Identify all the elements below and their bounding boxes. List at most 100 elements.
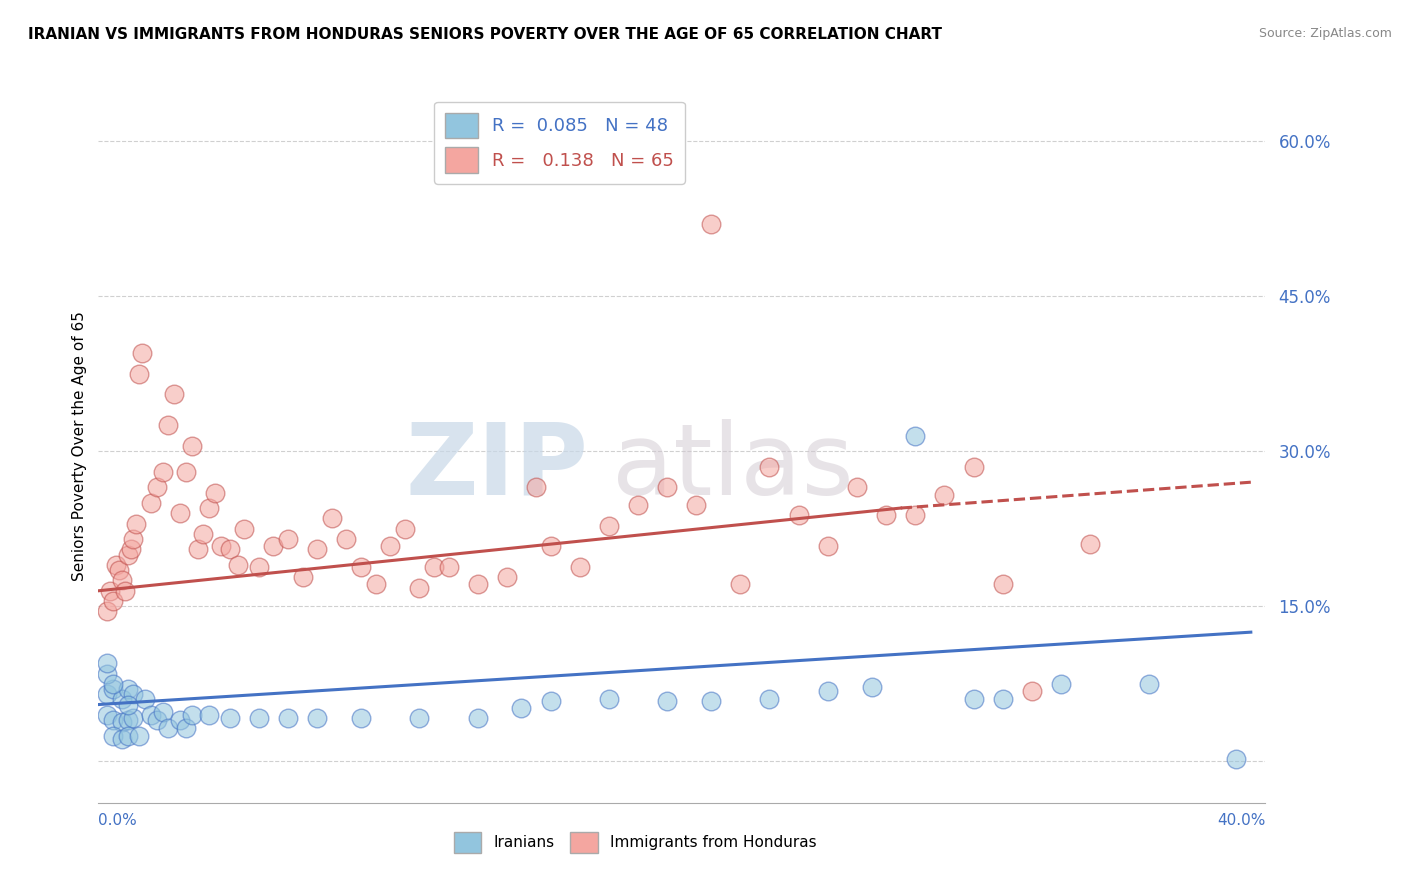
Point <box>122 711 145 725</box>
Point <box>193 527 215 541</box>
Point <box>627 498 650 512</box>
Point <box>335 532 357 546</box>
Point <box>598 692 620 706</box>
Point <box>169 506 191 520</box>
Point <box>96 707 118 722</box>
Point <box>408 711 430 725</box>
Point <box>1050 677 1073 691</box>
Point <box>700 217 723 231</box>
Text: atlas: atlas <box>612 419 853 516</box>
Point <box>307 542 329 557</box>
Point <box>758 692 780 706</box>
Point <box>228 558 250 572</box>
Point <box>247 711 270 725</box>
Point <box>218 542 240 557</box>
Point <box>111 574 134 588</box>
Point <box>128 729 150 743</box>
Point <box>98 583 121 598</box>
Text: IRANIAN VS IMMIGRANTS FROM HONDURAS SENIORS POVERTY OVER THE AGE OF 65 CORRELATI: IRANIAN VS IMMIGRANTS FROM HONDURAS SENI… <box>28 27 942 42</box>
Text: ZIP: ZIP <box>406 419 589 516</box>
Point <box>169 713 191 727</box>
Point <box>467 711 489 725</box>
Point <box>962 459 984 474</box>
Point <box>817 684 839 698</box>
Point <box>685 498 707 512</box>
Point <box>1137 677 1160 691</box>
Point <box>730 576 752 591</box>
Point <box>96 605 118 619</box>
Point <box>657 694 679 708</box>
Point <box>437 560 460 574</box>
Point <box>117 698 139 712</box>
Point <box>991 692 1014 706</box>
Point <box>860 680 883 694</box>
Point <box>111 715 134 730</box>
Point <box>904 428 927 442</box>
Point <box>904 508 927 523</box>
Point <box>120 542 142 557</box>
Point <box>117 681 139 696</box>
Point <box>198 501 221 516</box>
Point <box>934 487 956 501</box>
Point <box>321 511 343 525</box>
Point <box>218 711 240 725</box>
Point <box>152 705 174 719</box>
Point <box>122 532 145 546</box>
Point <box>350 711 373 725</box>
Point <box>496 570 519 584</box>
Point <box>96 666 118 681</box>
Point <box>117 548 139 562</box>
Point <box>233 522 256 536</box>
Point <box>157 418 180 433</box>
Point <box>962 692 984 706</box>
Point <box>700 694 723 708</box>
Point <box>101 594 124 608</box>
Point <box>139 496 162 510</box>
Point <box>131 346 153 360</box>
Point <box>114 583 136 598</box>
Point <box>101 713 124 727</box>
Point <box>875 508 897 523</box>
Point <box>817 539 839 553</box>
Point <box>1225 752 1247 766</box>
Point <box>134 692 156 706</box>
Point <box>117 713 139 727</box>
Text: Source: ZipAtlas.com: Source: ZipAtlas.com <box>1258 27 1392 40</box>
Point <box>307 711 329 725</box>
Point <box>1080 537 1102 551</box>
Point <box>146 713 169 727</box>
Point <box>991 576 1014 591</box>
Point <box>101 681 124 696</box>
Point <box>163 387 186 401</box>
Point <box>510 700 533 714</box>
Point <box>1021 684 1043 698</box>
Point <box>117 729 139 743</box>
Point <box>187 542 209 557</box>
Point <box>157 722 180 736</box>
Point <box>568 560 591 574</box>
Point <box>277 711 299 725</box>
Point <box>209 539 232 553</box>
Point <box>125 516 148 531</box>
Point <box>122 687 145 701</box>
Point <box>180 707 202 722</box>
Point <box>204 485 226 500</box>
Point <box>540 539 562 553</box>
Point <box>146 480 169 494</box>
Point <box>408 581 430 595</box>
Text: 0.0%: 0.0% <box>98 814 138 828</box>
Point <box>524 480 547 494</box>
Point <box>96 656 118 670</box>
Point <box>598 518 620 533</box>
Point <box>101 677 124 691</box>
Point <box>467 576 489 591</box>
Point <box>174 465 197 479</box>
Point <box>104 558 127 572</box>
Text: 40.0%: 40.0% <box>1218 814 1265 828</box>
Y-axis label: Seniors Poverty Over the Age of 65: Seniors Poverty Over the Age of 65 <box>72 311 87 581</box>
Point <box>364 576 387 591</box>
Point <box>277 532 299 546</box>
Point <box>96 687 118 701</box>
Point <box>247 560 270 574</box>
Point <box>152 465 174 479</box>
